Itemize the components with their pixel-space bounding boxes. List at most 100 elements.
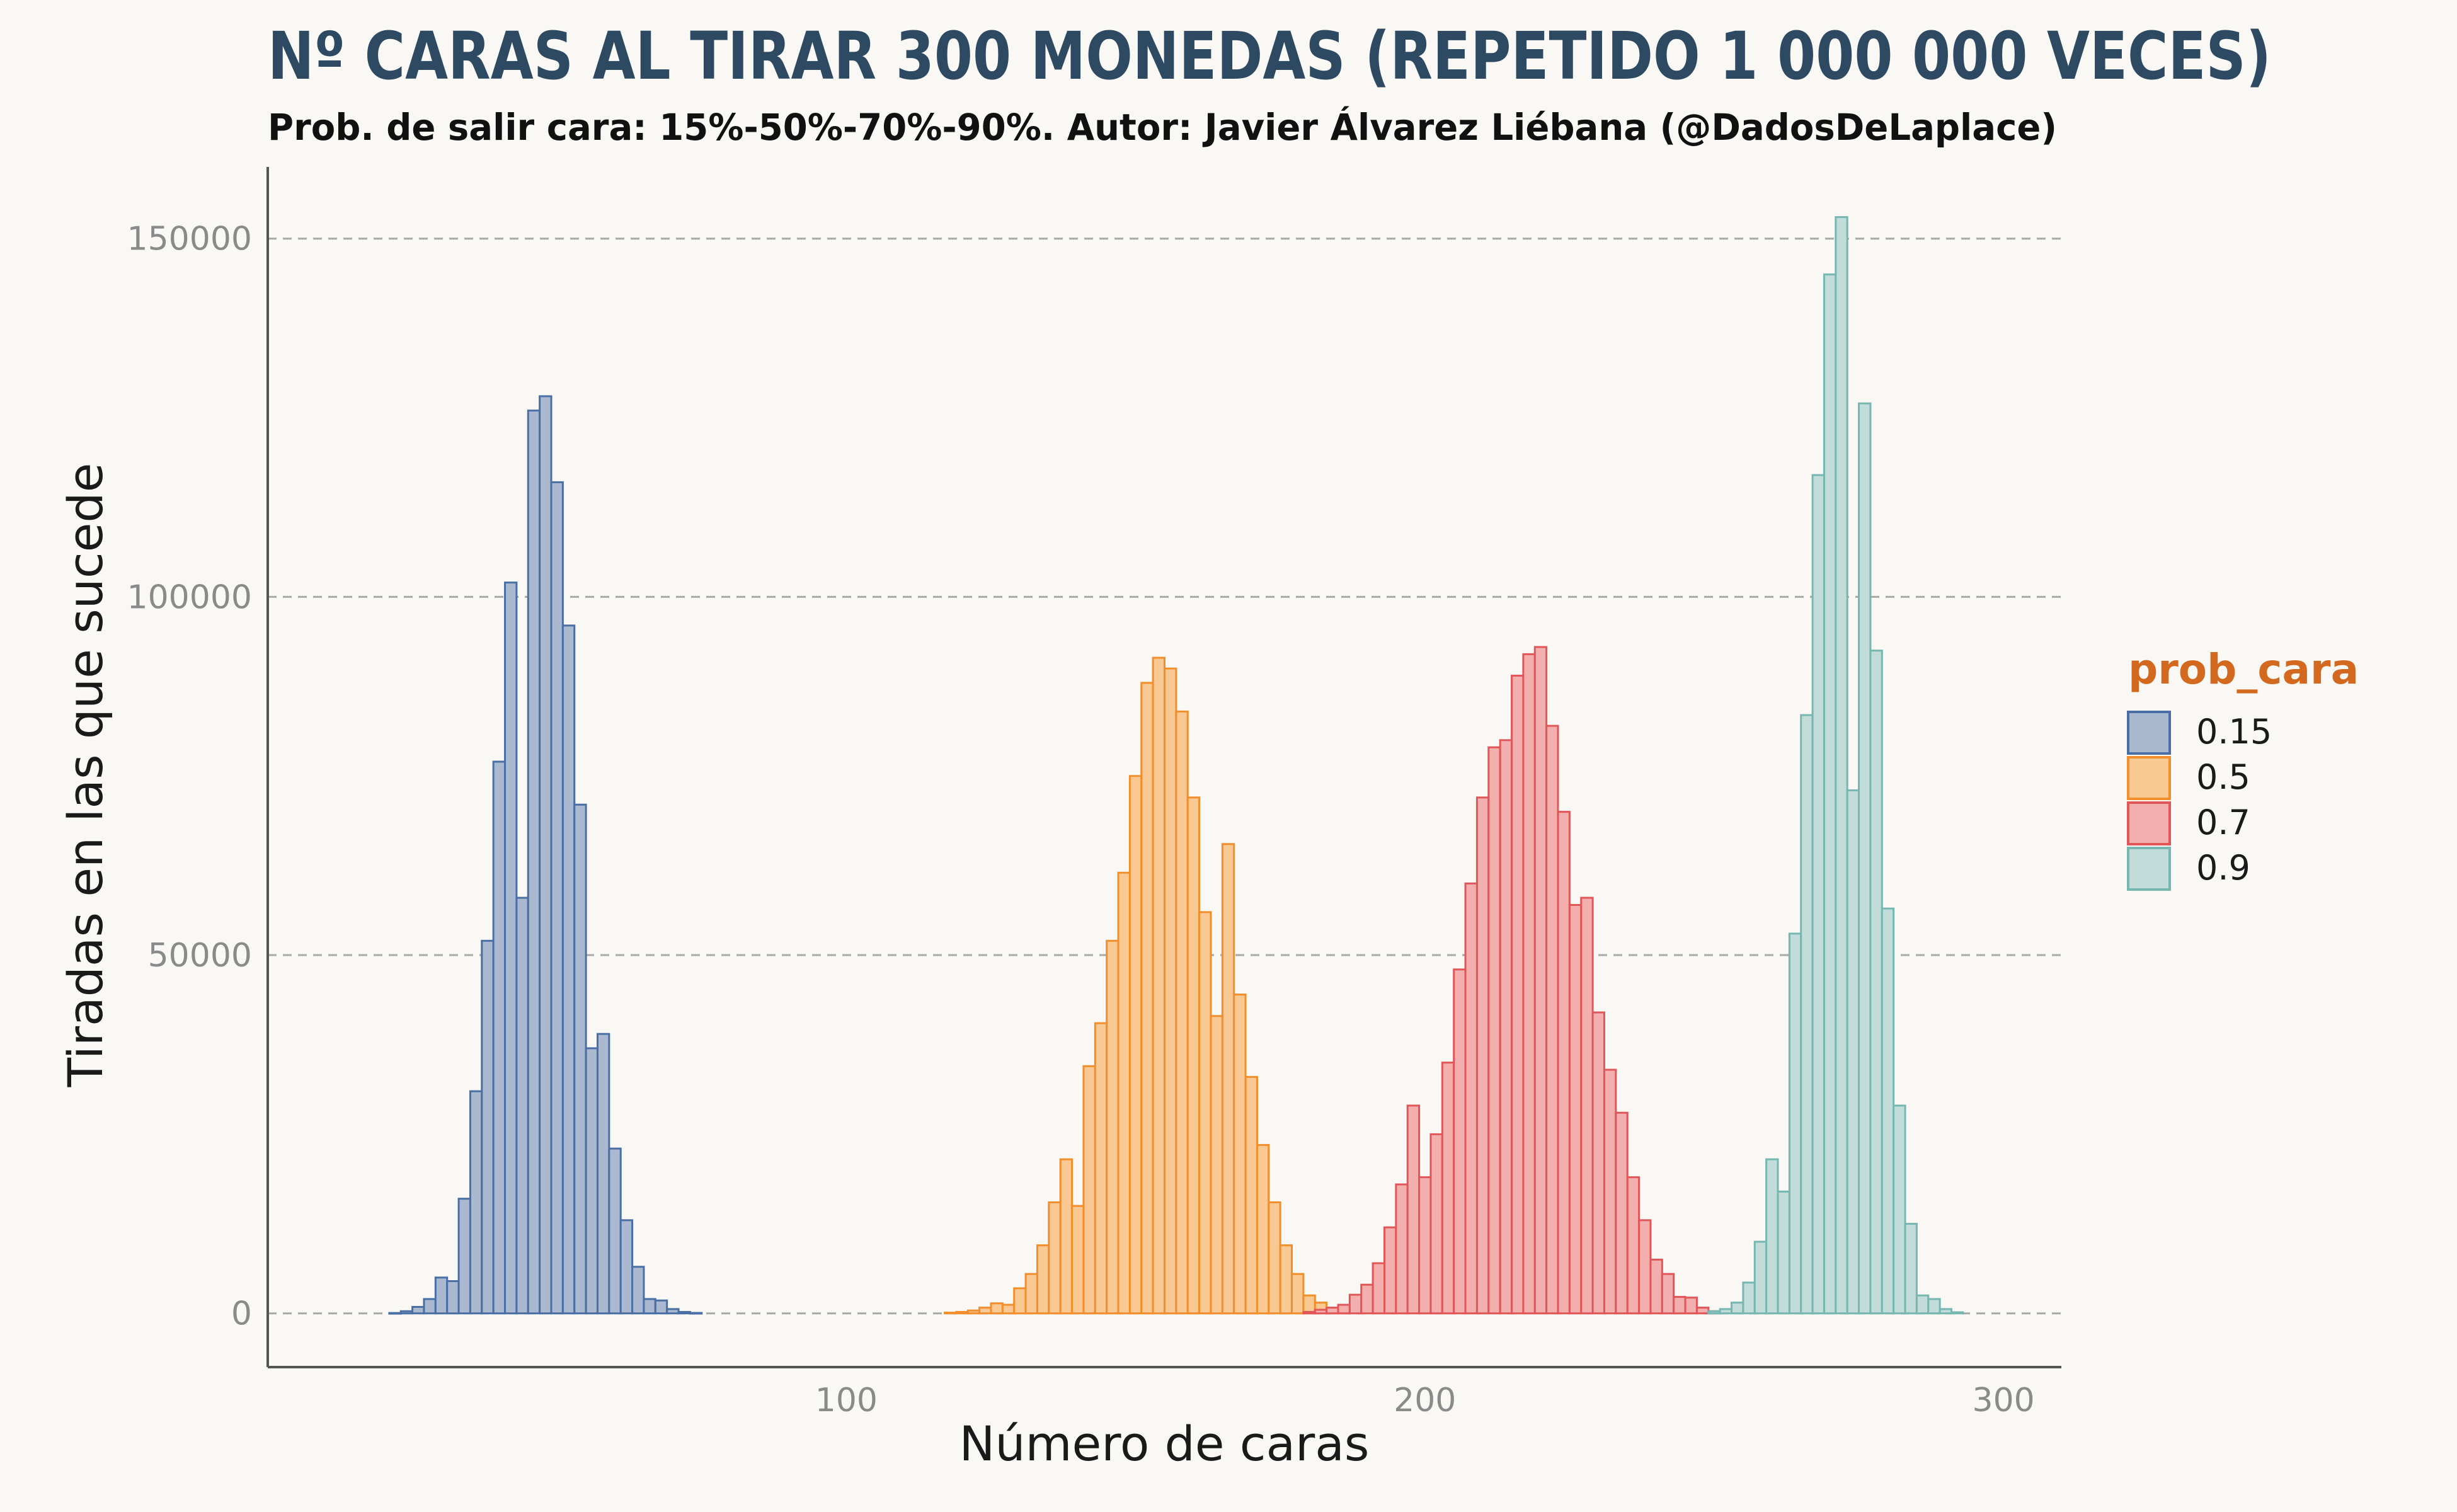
chart-subtitle: Prob. de salir cara: 15%-50%-70%-90%. Au… bbox=[268, 105, 2057, 149]
histogram-bar bbox=[1048, 1201, 1062, 1315]
histogram-bar bbox=[1695, 1307, 1710, 1315]
histogram-bar bbox=[423, 1298, 437, 1315]
histogram-bar bbox=[1591, 1011, 1605, 1315]
histogram-bar bbox=[1244, 1075, 1258, 1315]
x-tick-label: 100 bbox=[815, 1382, 878, 1419]
histogram-bar bbox=[573, 803, 587, 1315]
histogram-bar bbox=[1731, 1302, 1744, 1315]
histogram-bar bbox=[1175, 710, 1189, 1315]
histogram-bar bbox=[990, 1302, 1004, 1315]
histogram-bar bbox=[1511, 674, 1525, 1315]
histogram-bar bbox=[1893, 1104, 1906, 1315]
histogram-bar bbox=[1673, 1296, 1687, 1315]
histogram-bar bbox=[1036, 1244, 1050, 1315]
histogram-bar bbox=[1557, 811, 1571, 1315]
histogram-bar bbox=[1777, 1190, 1790, 1315]
histogram-bar bbox=[1464, 882, 1478, 1315]
histogram-bar bbox=[1221, 843, 1235, 1315]
histogram-bar bbox=[388, 1312, 402, 1315]
histogram-bar bbox=[1210, 1015, 1223, 1315]
histogram-bar bbox=[1383, 1226, 1397, 1315]
histogram-bar bbox=[1071, 1205, 1085, 1315]
histogram-bar bbox=[1649, 1258, 1663, 1315]
histogram-bar bbox=[1881, 907, 1895, 1315]
histogram-bar bbox=[1522, 653, 1536, 1315]
histogram-bar bbox=[539, 395, 553, 1315]
histogram-bar bbox=[1348, 1293, 1363, 1315]
legend-key bbox=[2127, 847, 2171, 891]
histogram-bar bbox=[561, 624, 576, 1315]
y-tick-label: 0 bbox=[231, 1295, 252, 1333]
histogram-bar bbox=[1233, 994, 1247, 1315]
histogram-bar bbox=[1580, 896, 1594, 1315]
histogram-bar bbox=[1314, 1309, 1328, 1315]
histogram-bar bbox=[1059, 1158, 1074, 1315]
histogram-bar bbox=[1337, 1303, 1351, 1315]
histogram-bar bbox=[1753, 1240, 1768, 1315]
histogram-bar bbox=[1164, 667, 1177, 1315]
histogram-bar bbox=[481, 939, 495, 1315]
histogram-bar bbox=[1869, 650, 1883, 1315]
series-0.15 bbox=[388, 395, 703, 1315]
legend-key bbox=[2127, 801, 2171, 845]
histogram-bar bbox=[1568, 903, 1583, 1315]
y-axis-title: Tiradas en las que sucede bbox=[57, 463, 113, 1088]
histogram-bar bbox=[1638, 1219, 1652, 1315]
histogram-bar bbox=[1904, 1223, 1918, 1315]
y-axis-ticks: 0 50000 100000 150000 bbox=[127, 220, 252, 1333]
histogram-bar bbox=[1661, 1273, 1675, 1315]
histogram-bar bbox=[1475, 796, 1490, 1315]
histogram-bar bbox=[654, 1299, 668, 1315]
histogram-bar bbox=[1117, 871, 1131, 1315]
histogram-bar bbox=[596, 1033, 610, 1315]
histogram-bar bbox=[1152, 656, 1166, 1315]
histogram-bar bbox=[955, 1310, 969, 1315]
x-axis-ticks: 100 200 300 bbox=[815, 1382, 2035, 1419]
histogram-bar bbox=[1823, 273, 1837, 1315]
histogram-bar bbox=[1106, 939, 1120, 1315]
histogram-bar bbox=[1441, 1062, 1455, 1315]
histogram-bar bbox=[1603, 1068, 1617, 1315]
histogram-bar bbox=[1268, 1201, 1281, 1315]
legend-label: 0.7 bbox=[2196, 803, 2250, 842]
histogram-bar bbox=[1395, 1183, 1409, 1315]
histogram-bar bbox=[550, 481, 564, 1315]
histogram-bar bbox=[1811, 474, 1825, 1315]
histogram-bar bbox=[1684, 1297, 1698, 1315]
legend-label: 0.5 bbox=[2196, 757, 2250, 797]
legend-label: 0.9 bbox=[2196, 848, 2250, 888]
legend-label: 0.15 bbox=[2196, 712, 2272, 752]
histogram-bar bbox=[1082, 1065, 1096, 1315]
histogram-bar bbox=[1302, 1310, 1316, 1315]
histogram-bars bbox=[388, 216, 1964, 1315]
histogram-bar bbox=[1800, 714, 1814, 1315]
chart-title: Nº CARAS AL TIRAR 300 MONEDAS (REPETIDO … bbox=[268, 18, 2271, 94]
histogram-bar bbox=[411, 1305, 425, 1315]
x-tick-label: 200 bbox=[1394, 1382, 1456, 1419]
histogram-bar bbox=[1858, 402, 1872, 1315]
histogram-bar bbox=[1499, 739, 1513, 1315]
histogram-bar bbox=[1707, 1310, 1721, 1315]
histogram-bar bbox=[608, 1147, 622, 1315]
legend: prob_cara 0.15 0.5 0.7 0.9 bbox=[2127, 645, 2359, 891]
histogram-bar bbox=[1372, 1262, 1385, 1315]
histogram-bar bbox=[1927, 1298, 1941, 1315]
histogram-bar bbox=[666, 1308, 680, 1315]
y-tick-label: 100000 bbox=[127, 578, 252, 616]
histogram-bar bbox=[504, 581, 518, 1315]
histogram-bar bbox=[631, 1266, 645, 1315]
histogram-bar bbox=[1418, 1176, 1432, 1315]
x-tick-label: 300 bbox=[1973, 1382, 2035, 1419]
histogram-bar bbox=[1198, 911, 1212, 1315]
histogram-bar bbox=[1846, 789, 1860, 1315]
histogram-bar bbox=[677, 1310, 691, 1315]
histogram-bar bbox=[1545, 724, 1559, 1315]
histogram-bar bbox=[643, 1298, 656, 1315]
histogram-bar bbox=[689, 1312, 703, 1315]
histogram-bar bbox=[978, 1307, 992, 1315]
histogram-bar bbox=[1429, 1133, 1443, 1315]
histogram-bar bbox=[1453, 968, 1467, 1315]
legend-title: prob_cara bbox=[2128, 645, 2359, 694]
histogram-bar bbox=[1626, 1176, 1641, 1315]
histogram-bar bbox=[1279, 1244, 1293, 1315]
